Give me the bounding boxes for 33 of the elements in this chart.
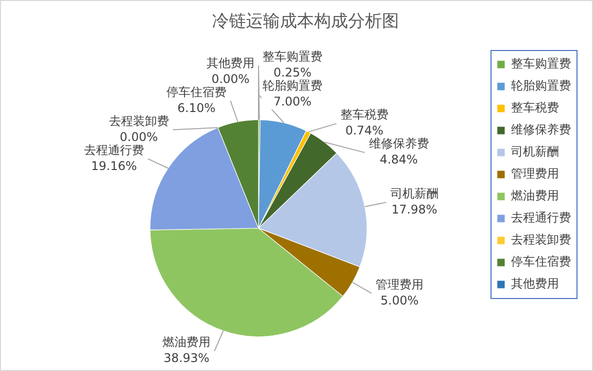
legend-label: 去程装卸费 (511, 232, 571, 247)
legend-label: 停车住宿费 (511, 254, 571, 269)
data-label: 17.98% (391, 202, 438, 216)
legend-label: 整车购置费 (511, 56, 571, 71)
legend-label: 去程通行费 (511, 210, 571, 225)
slice-label: 整车税费 (340, 108, 388, 122)
legend-label: 燃油费用 (511, 188, 559, 203)
legend-label: 维修保养费 (511, 122, 571, 137)
slice-label: 维修保养费 (368, 136, 429, 151)
data-label: 4.84% (380, 152, 418, 167)
slice-label: 燃油费用 (162, 335, 210, 350)
slice-label: 司机薪酬 (390, 186, 438, 200)
data-label: 19.16% (91, 158, 137, 173)
data-label: 38.93% (164, 351, 210, 366)
data-label: 0.74% (345, 124, 384, 138)
data-label: 7.00% (273, 94, 312, 109)
data-label: 5.00% (380, 293, 419, 308)
text: 0.00% (120, 130, 158, 144)
category-label: 去程装卸费 (108, 114, 169, 128)
chart-title: 冷链运输成本构成分析图 (212, 12, 399, 32)
slice-label: 管理费用 (376, 277, 424, 292)
legend-label: 轮胎购置费 (511, 78, 571, 93)
data-label: 6.10% (177, 100, 216, 115)
legend-label: 司机薪酬 (511, 144, 559, 159)
data-label: 0.25% (273, 66, 312, 80)
legend-label: 管理费用 (511, 166, 559, 181)
slice-label: 整车购置费 (262, 50, 322, 64)
slice-label: 停车住宿费 (166, 84, 226, 99)
legend-label: 整车税费 (511, 100, 559, 115)
text: 0.00% (211, 72, 250, 86)
legend-label: 其他费用 (511, 276, 559, 291)
category-label: 其他费用 (206, 56, 254, 70)
slice-label: 轮胎购置费 (262, 78, 322, 93)
